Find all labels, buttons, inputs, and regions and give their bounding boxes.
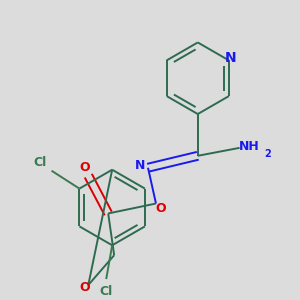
Text: O: O xyxy=(79,161,90,174)
Text: Cl: Cl xyxy=(100,284,113,298)
Text: N: N xyxy=(225,51,237,65)
Text: NH: NH xyxy=(239,140,260,153)
Text: O: O xyxy=(79,280,90,293)
Text: Cl: Cl xyxy=(33,156,46,169)
Text: N: N xyxy=(135,159,145,172)
Text: O: O xyxy=(156,202,166,215)
Text: 2: 2 xyxy=(264,149,271,159)
